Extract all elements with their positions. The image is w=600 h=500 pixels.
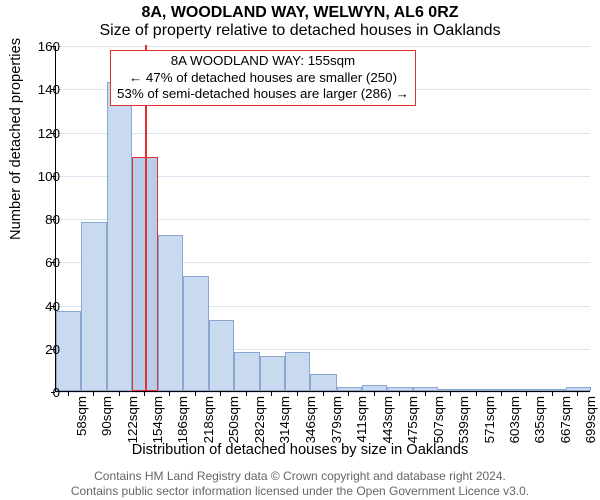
x-tick-label: 507sqm (431, 396, 446, 446)
bar (413, 387, 438, 391)
x-tick-label: 314sqm (277, 396, 292, 446)
bar (337, 387, 362, 391)
x-tick-label: 122sqm (125, 396, 140, 446)
chart-container: 8A, WOODLAND WAY, WELWYN, AL6 0RZ Size o… (0, 0, 600, 500)
y-tick-label: 0 (30, 385, 60, 400)
bar (387, 387, 412, 391)
bar (464, 389, 489, 391)
y-tick-mark (51, 176, 55, 177)
y-tick-label: 160 (30, 39, 60, 54)
y-tick-mark (51, 392, 55, 393)
gridline (56, 133, 590, 134)
bar (489, 389, 514, 391)
x-tick-label: 58sqm (74, 396, 89, 446)
footer-line-2: Contains public sector information licen… (0, 484, 600, 498)
x-tick-mark (526, 392, 527, 396)
chart-title-address: 8A, WOODLAND WAY, WELWYN, AL6 0RZ (0, 4, 600, 22)
x-tick-mark (577, 392, 578, 396)
x-tick-label: 379sqm (329, 396, 344, 446)
x-tick-label: 539sqm (456, 396, 471, 446)
x-tick-mark (271, 392, 272, 396)
x-tick-mark (348, 392, 349, 396)
x-tick-label: 475sqm (405, 396, 420, 446)
bar (107, 82, 132, 391)
x-tick-mark (220, 392, 221, 396)
bar (209, 320, 234, 391)
y-tick-label: 60 (30, 255, 60, 270)
y-tick-label: 20 (30, 342, 60, 357)
y-tick-label: 80 (30, 212, 60, 227)
y-tick-label: 140 (30, 82, 60, 97)
x-tick-mark (144, 392, 145, 396)
callout-line-3: 53% of semi-detached houses are larger (… (117, 86, 409, 103)
bar (285, 352, 310, 391)
x-tick-mark (501, 392, 502, 396)
x-tick-mark (323, 392, 324, 396)
callout-box: 8A WOODLAND WAY: 155sqm ← 47% of detache… (110, 50, 416, 106)
footer-attribution: Contains HM Land Registry data © Crown c… (0, 469, 600, 498)
x-tick-label: 571sqm (482, 396, 497, 446)
x-tick-label: 699sqm (583, 396, 598, 446)
x-tick-mark (476, 392, 477, 396)
x-tick-mark (552, 392, 553, 396)
x-tick-mark (169, 392, 170, 396)
y-tick-mark (51, 89, 55, 90)
bar (515, 389, 540, 391)
x-tick-mark (425, 392, 426, 396)
gridline (56, 46, 590, 47)
x-tick-mark (374, 392, 375, 396)
x-tick-label: 218sqm (201, 396, 216, 446)
y-tick-mark (51, 46, 55, 47)
x-tick-mark (195, 392, 196, 396)
x-tick-label: 250sqm (226, 396, 241, 446)
y-tick-label: 120 (30, 126, 60, 141)
x-tick-mark (399, 392, 400, 396)
bar (260, 356, 285, 391)
x-tick-mark (450, 392, 451, 396)
y-tick-mark (51, 306, 55, 307)
bar (566, 387, 591, 391)
bar (81, 222, 106, 391)
x-tick-mark (68, 392, 69, 396)
x-tick-mark (119, 392, 120, 396)
y-tick-mark (51, 349, 55, 350)
x-tick-label: 667sqm (558, 396, 573, 446)
footer-line-1: Contains HM Land Registry data © Crown c… (0, 469, 600, 483)
bar (438, 389, 463, 391)
bar (362, 385, 387, 391)
bar (183, 276, 208, 391)
x-tick-label: 411sqm (354, 396, 369, 446)
x-tick-label: 282sqm (252, 396, 267, 446)
x-tick-label: 635sqm (532, 396, 547, 446)
x-tick-label: 443sqm (380, 396, 395, 446)
y-tick-label: 100 (30, 169, 60, 184)
x-tick-label: 603sqm (507, 396, 522, 446)
bar (234, 352, 259, 391)
y-tick-mark (51, 133, 55, 134)
bar (310, 374, 336, 391)
bar (540, 389, 565, 391)
chart-subtitle: Size of property relative to detached ho… (0, 22, 600, 40)
x-tick-label: 346sqm (303, 396, 318, 446)
bar (158, 235, 183, 391)
callout-line-1: 8A WOODLAND WAY: 155sqm (117, 53, 409, 70)
y-tick-label: 40 (30, 299, 60, 314)
y-axis-label: Number of detached properties (8, 38, 24, 240)
x-tick-label: 90sqm (99, 396, 114, 446)
callout-line-2: ← 47% of detached houses are smaller (25… (117, 70, 409, 87)
x-tick-mark (297, 392, 298, 396)
x-tick-label: 154sqm (150, 396, 165, 446)
x-tick-label: 186sqm (175, 396, 190, 446)
y-tick-mark (51, 262, 55, 263)
y-tick-mark (51, 219, 55, 220)
x-tick-mark (246, 392, 247, 396)
x-tick-mark (93, 392, 94, 396)
